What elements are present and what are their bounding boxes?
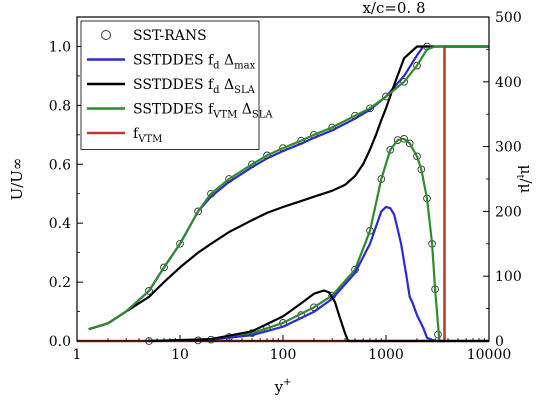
y-right-axis-title-tail: /μ [517, 178, 535, 193]
y-right-axis-title: μt/μ [514, 165, 535, 194]
series-0-point [145, 287, 153, 295]
legend-label-1-main: SSTDDES f [133, 53, 215, 69]
series-0-point [413, 61, 421, 70]
legend-label-1-sub2: max [234, 61, 255, 72]
x-tick-label: 10000 [467, 347, 512, 363]
series-6-line [88, 45, 489, 331]
legend-label-2: SSTDDES fd ΔSLA [133, 77, 256, 96]
y-left-tick-label: 1.0 [49, 39, 71, 55]
y-left-tick-label: 0.4 [49, 216, 71, 232]
series-7-line [148, 137, 489, 343]
legend-label-0: SST-RANS [133, 28, 207, 44]
legend-label-4: fVTM [133, 126, 162, 145]
series-0-point [297, 136, 305, 145]
x-tick-label: 10 [171, 347, 189, 363]
legend-label-3: SSTDDES fVTM ΔSLA [133, 102, 273, 121]
legend-label-0-main: SST-RANS [133, 28, 207, 44]
series-0-point [176, 239, 184, 248]
y-right-tick-label: 100 [495, 269, 522, 285]
series-0-point [328, 123, 336, 132]
series-3-line [148, 205, 489, 343]
legend-label-1-mid: Δ [220, 53, 235, 69]
legend-label-1-sub1: d [213, 61, 220, 72]
x-axis-title-main: y [274, 378, 284, 396]
x-tick-label: 1 [73, 347, 82, 363]
y-right-axis-title-sub: t [514, 174, 525, 178]
legend-box [80, 20, 260, 150]
series-0-point [248, 160, 256, 169]
legend-label-2-mid: Δ [220, 77, 235, 93]
y-right-tick-label: 200 [495, 204, 522, 220]
y-right-tick-label: 300 [495, 140, 522, 156]
y-left-tick-label: 0.0 [49, 334, 71, 350]
series-0-point [351, 111, 359, 120]
series-1-point [405, 139, 414, 148]
y-right-tick-label: 400 [495, 75, 522, 91]
legend-label-3-main: SSTDDES f [133, 102, 215, 118]
legend-label-1: SSTDDES fd Δmax [133, 53, 256, 72]
x-tick-label: 100 [270, 347, 297, 363]
series-0-point [366, 104, 374, 113]
legend-label-4-sub1: VTM [137, 134, 162, 145]
legend-label-3-sub1: VTM [212, 110, 237, 121]
y-left-tick-label: 0.2 [49, 275, 71, 291]
series-0-point [207, 189, 215, 198]
series-0-point [382, 92, 390, 101]
legend-label-3-sub2: SLA [252, 110, 273, 121]
legend-label-2-main: SSTDDES f [133, 77, 215, 93]
legend-label-3-mid: Δ [237, 102, 252, 118]
y-right-tick-label: 0 [495, 334, 504, 350]
y-left-tick-label: 0.6 [49, 157, 71, 173]
x-axis-title-sup: + [283, 377, 291, 388]
chart-title: x/c=0. 8 [362, 0, 425, 17]
series-0-point [194, 207, 202, 216]
y-right-axis-title-main: μ [517, 165, 535, 175]
x-tick-label: 1000 [368, 347, 404, 363]
ticks-layer: 1 10 100 1000 10000 0.0 0.2 0.4 0.6 0.8 1.0 0 100 200… [49, 10, 522, 363]
legend-label-4-main: f [133, 126, 140, 142]
series-0-point [263, 151, 271, 160]
legend-label-2-sub1: d [213, 85, 220, 96]
legend-label-2-sub2: SLA [234, 85, 255, 96]
legend-marker-0 [101, 30, 111, 40]
series-0-point [310, 130, 318, 139]
y-left-axis-title: U/U∞ [8, 158, 26, 201]
series-0-point [400, 77, 408, 86]
y-right-tick-label: 500 [495, 10, 522, 26]
series-0-point [160, 263, 168, 272]
x-axis-title: y+ [274, 377, 292, 396]
y-left-tick-label: 0.8 [49, 98, 71, 114]
series-0-point [279, 144, 287, 152]
series-5-line [148, 289, 489, 343]
series-4-line [88, 45, 489, 331]
series-0-point [225, 175, 233, 183]
